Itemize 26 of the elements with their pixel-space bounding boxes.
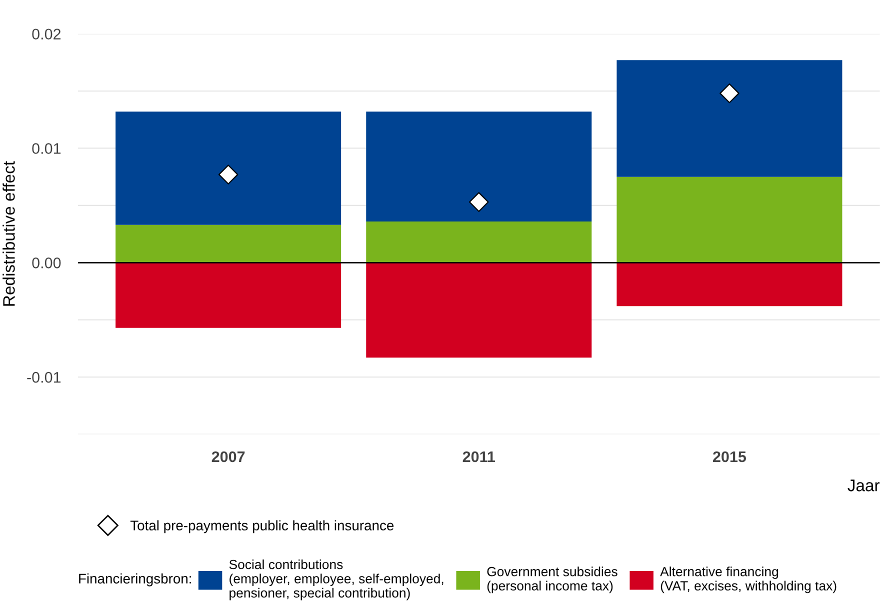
bar [116,262,342,328]
point [218,164,238,184]
legend-label: Government subsidies (personal income tax) [487,566,618,594]
y-tick-label: 0.01 [32,143,61,154]
legend-label: Social contributions (employer, employee, self-employed, pensioner, special contribution) [229,559,444,600]
legend-label: Alternative financing (VAT, excises, withholding tax) [660,566,836,594]
y-tick-label: 0.00 [32,258,61,268]
bar [366,112,592,222]
x-tick-label: 2007 [212,451,245,462]
point [469,192,489,212]
x-tick-label: 2015 [712,451,746,462]
bar [116,112,342,225]
bar [366,262,592,358]
bar [616,60,842,177]
bar [116,224,342,263]
x-tick-label: 2011 [462,451,496,462]
bar [616,176,842,263]
point [720,83,740,104]
x-axis-title: Jaar [848,480,880,492]
bar [616,262,842,306]
y-tick-label: -0.01 [27,372,61,383]
bar [366,221,592,263]
legend-title: Financieringsbron: [79,573,191,586]
y-axis-title: Redistributive effect [2,161,15,306]
y-tick-label: 0.02 [32,28,61,40]
legend-label: Total pre-payments public health insurance [130,520,394,534]
